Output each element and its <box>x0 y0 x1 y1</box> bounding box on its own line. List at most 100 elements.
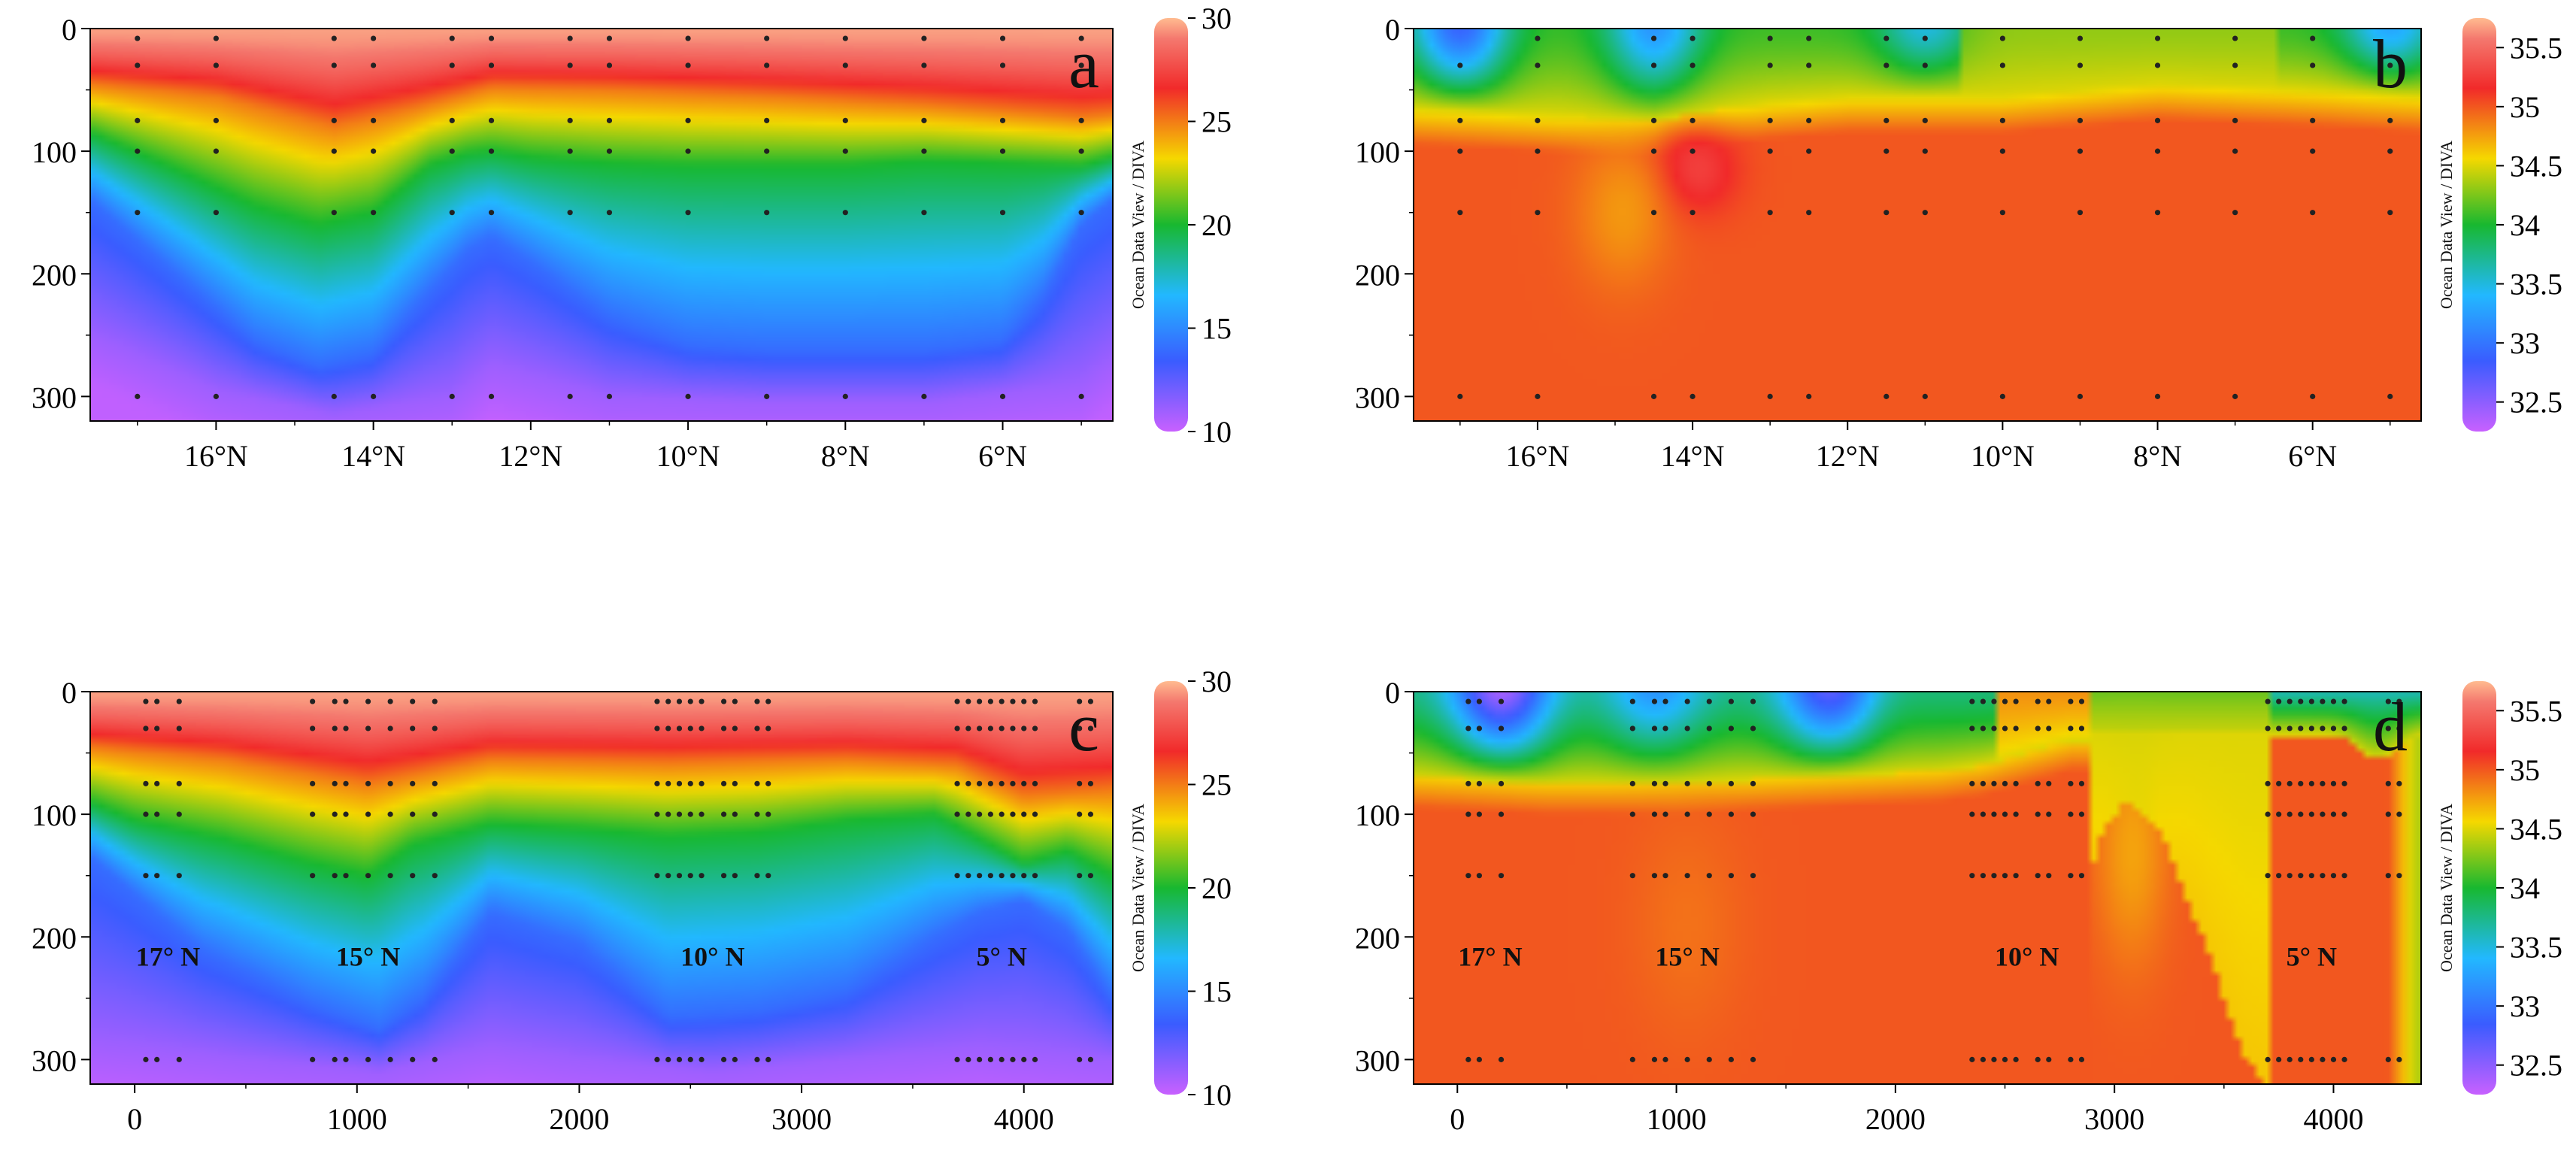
station-dot <box>1806 35 1812 41</box>
station-dot <box>699 873 705 879</box>
station-dot <box>1077 698 1083 704</box>
station-dot <box>2287 780 2293 786</box>
station-dot <box>1690 62 1696 68</box>
station-dot <box>1650 117 1657 123</box>
station-dot <box>665 725 671 731</box>
x-tick-label: 10°N <box>1971 439 2035 473</box>
station-dot <box>2287 698 2293 704</box>
station-dot <box>1498 698 1505 704</box>
y-tick-label: 200 <box>1355 921 1400 955</box>
station-dot <box>1922 393 1928 399</box>
station-dot <box>921 117 927 123</box>
station-dot <box>1087 811 1094 817</box>
station-dot <box>1999 35 2005 41</box>
colorbar-swatch <box>1154 681 1188 1095</box>
station-dot <box>654 811 660 817</box>
panel-letter-c: c <box>1068 689 1099 765</box>
station-dot <box>1999 210 2005 216</box>
station-dot <box>1884 393 1890 399</box>
station-dot <box>343 811 349 817</box>
latitude-annotation: 5° N <box>2287 942 2337 972</box>
station-dot <box>365 780 371 786</box>
station-dot <box>999 148 1006 154</box>
station-dot <box>2276 698 2282 704</box>
x-tick-label: 0 <box>127 1102 142 1136</box>
station-dot <box>1728 725 1734 731</box>
station-dot <box>764 393 770 399</box>
station-dot <box>154 1056 160 1062</box>
station-dot <box>213 117 219 123</box>
station-dot <box>1728 780 1734 786</box>
station-dot <box>410 1056 416 1062</box>
station-dot <box>2232 210 2238 216</box>
latitude-annotation: 15° N <box>336 942 400 972</box>
station-dot <box>842 35 848 41</box>
station-dot <box>143 811 149 817</box>
station-dot <box>1884 210 1890 216</box>
station-dot <box>1999 393 2005 399</box>
station-dot <box>1465 780 1471 786</box>
x-tick-label: 4000 <box>994 1102 1054 1136</box>
station-dot <box>1465 811 1471 817</box>
station-dot <box>2310 35 2316 41</box>
station-dot <box>1535 210 1541 216</box>
colorbar-tick-label: 33.5 <box>2510 268 2562 301</box>
colorbar-tick-label: 32.5 <box>2510 1049 2562 1083</box>
station-dot <box>2002 1056 2008 1062</box>
station-dot <box>2077 62 2084 68</box>
x-tick-label: 14°N <box>341 439 405 473</box>
station-dot <box>143 725 149 731</box>
station-dot <box>1969 780 1975 786</box>
x-tick-label: 16°N <box>1505 439 1569 473</box>
station-dot <box>1806 117 1812 123</box>
station-dot <box>2298 725 2304 731</box>
station-dot <box>1767 117 1773 123</box>
station-dot <box>2387 393 2393 399</box>
station-dot <box>1991 725 1997 731</box>
station-dot <box>2154 210 2161 216</box>
station-dot <box>488 117 495 123</box>
station-dot <box>665 1056 671 1062</box>
station-dot <box>1706 873 1712 879</box>
station-dot <box>2330 1056 2337 1062</box>
station-dot <box>606 35 613 41</box>
station-dot <box>2298 698 2304 704</box>
station-dot <box>2232 35 2238 41</box>
station-dot <box>1021 698 1027 704</box>
station-dot <box>1750 780 1756 786</box>
station-dot <box>176 873 182 879</box>
station-dot <box>1922 62 1928 68</box>
station-dot <box>343 698 349 704</box>
station-dot <box>977 780 983 786</box>
station-dot <box>2341 1056 2347 1062</box>
station-dot <box>2298 811 2304 817</box>
station-dot <box>1465 698 1471 704</box>
station-dot <box>2308 698 2314 704</box>
station-dot <box>2068 873 2074 879</box>
station-dot <box>606 393 613 399</box>
station-dot <box>332 698 338 704</box>
station-dot <box>1457 393 1463 399</box>
station-dot <box>2002 811 2008 817</box>
station-dot <box>567 35 573 41</box>
y-tick-label: 300 <box>1355 380 1400 414</box>
panel-letter-d: d <box>2373 689 2408 765</box>
station-dot <box>176 725 182 731</box>
station-dot <box>1629 811 1635 817</box>
station-dot <box>2068 811 2074 817</box>
station-dot <box>999 117 1006 123</box>
station-dot <box>1087 1056 1094 1062</box>
station-dot <box>1457 117 1463 123</box>
station-dot <box>965 811 971 817</box>
station-dot <box>371 393 377 399</box>
station-dot <box>154 873 160 879</box>
station-dot <box>449 117 455 123</box>
station-dot <box>332 725 338 731</box>
station-dot <box>2310 62 2316 68</box>
station-dot <box>1651 698 1658 704</box>
station-dot <box>332 780 338 786</box>
station-dot <box>1991 811 1997 817</box>
y-tick-label: 100 <box>32 135 77 169</box>
station-dot <box>1884 35 1890 41</box>
